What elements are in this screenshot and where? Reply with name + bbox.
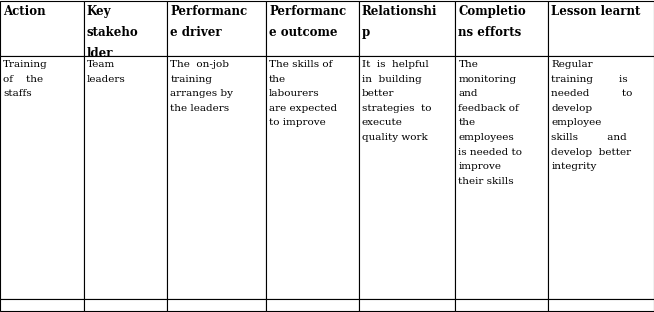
Text: Action: Action [3, 5, 46, 18]
Bar [167, 1, 266, 56]
Bar [167, 56, 266, 299]
Text: Relationshi
p: Relationshi p [362, 5, 438, 39]
Text: Key
stakeho
lder: Key stakeho lder [86, 5, 139, 60]
Bar [455, 56, 548, 299]
Bar [548, 299, 654, 311]
Bar [359, 1, 455, 56]
Text: The  on-job
training
arranges by
the leaders: The on-job training arranges by the lead… [170, 60, 233, 113]
Text: The skills of
the
labourers
are expected
to improve: The skills of the labourers are expected… [269, 60, 337, 127]
Bar [84, 56, 167, 299]
Bar [266, 56, 359, 299]
Bar [84, 1, 167, 56]
Text: Team
leaders: Team leaders [86, 60, 126, 84]
Bar [548, 1, 654, 56]
Text: Lesson learnt: Lesson learnt [551, 5, 640, 18]
Text: Performanc
e outcome: Performanc e outcome [269, 5, 346, 39]
Bar [266, 299, 359, 311]
Text: It  is  helpful
in  building
better
strategies  to
execute
quality work: It is helpful in building better strateg… [362, 60, 431, 142]
Bar [359, 299, 455, 311]
Bar [455, 1, 548, 56]
Text: Performanc
e driver: Performanc e driver [170, 5, 247, 39]
Bar [0, 299, 84, 311]
Bar [0, 1, 84, 56]
Bar [167, 299, 266, 311]
Text: Regular
training        is
needed          to
develop
employee
skills         an: Regular training is needed to develop em… [551, 60, 632, 171]
Text: Completio
ns efforts: Completio ns efforts [458, 5, 526, 39]
Text: The
monitoring
and
feedback of
the
employees
is needed to
improve
their skills: The monitoring and feedback of the emplo… [458, 60, 523, 186]
Bar [0, 56, 84, 299]
Bar [359, 56, 455, 299]
Bar [266, 1, 359, 56]
Bar [455, 299, 548, 311]
Bar [548, 56, 654, 299]
Bar [84, 299, 167, 311]
Text: Training
of    the
staffs: Training of the staffs [3, 60, 48, 98]
